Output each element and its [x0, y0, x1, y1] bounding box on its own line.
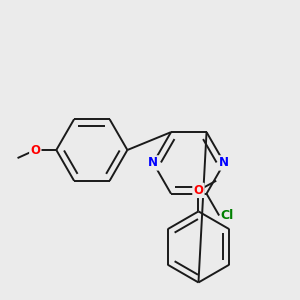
Text: N: N [148, 156, 158, 170]
Text: O: O [30, 143, 40, 157]
Text: Cl: Cl [221, 209, 234, 222]
Text: N: N [219, 156, 229, 170]
Text: O: O [194, 184, 203, 197]
